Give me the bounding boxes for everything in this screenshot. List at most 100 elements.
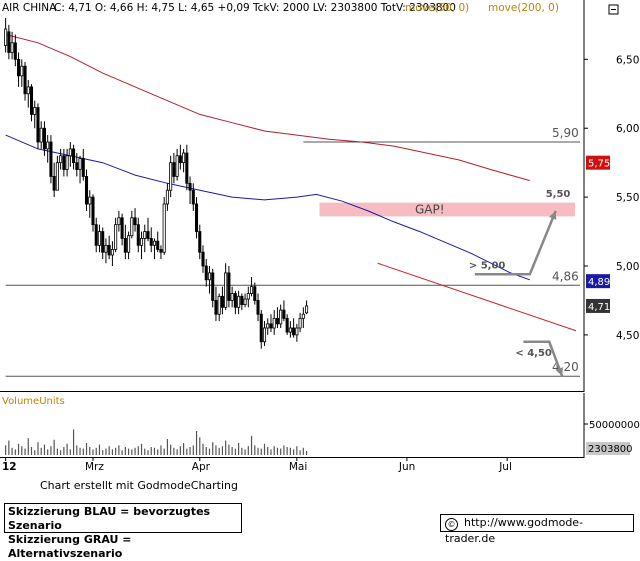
price-badge-label: 5,75: [588, 159, 610, 170]
candle-body: [149, 238, 153, 246]
x-axis-labels: 12 Mrz Apr Mai Jun Jul: [2, 457, 512, 473]
candle-body: [282, 309, 286, 319]
candle-body: [117, 217, 121, 226]
scenario-up-arrow-head: [549, 210, 557, 220]
candle-body: [110, 249, 114, 256]
candle-body: [20, 65, 24, 77]
candle-body: [250, 286, 254, 294]
scenario-arrows: > 5,00 5,50 < 4,50: [469, 189, 571, 377]
candle-body: [246, 293, 250, 300]
source-url-box[interactable]: © http://www.godmode-trader.de: [440, 514, 634, 545]
scenario-down-arrow-head: [555, 367, 564, 377]
y-tick-label: 4,50: [616, 330, 639, 342]
candle-body: [275, 317, 279, 325]
candle-body: [46, 141, 50, 150]
candle-body: [139, 238, 144, 246]
price-badge: [586, 155, 610, 170]
candle-body: [36, 107, 40, 143]
candle-body: [136, 224, 140, 246]
candle-body: [7, 31, 11, 53]
volume-last-label: 2303800: [588, 444, 633, 455]
candle-body: [39, 127, 43, 143]
candle-body: [178, 155, 182, 164]
gap-rect: [319, 202, 575, 217]
price-badge-label: 4,89: [588, 277, 610, 288]
source-url[interactable]: http://www.godmode-trader.de: [445, 516, 584, 545]
candle-body: [204, 265, 208, 281]
candle-body: [191, 189, 195, 205]
candle-body: [217, 295, 221, 315]
candle-body: [233, 293, 237, 308]
copyright-icon: ©: [445, 518, 458, 531]
scenario-up-target-label: 5,50: [546, 189, 571, 200]
candle-body: [253, 286, 257, 301]
candle-body: [49, 141, 53, 177]
candle-body: [17, 58, 21, 77]
resistance-trendline: [377, 262, 577, 332]
ma200-series: [5, 34, 530, 182]
minus-box-icon[interactable]: [608, 4, 619, 15]
candle-body: [33, 107, 37, 115]
volume-last-badge: [586, 442, 630, 455]
candle-body: [259, 313, 263, 343]
candle-body: [152, 240, 157, 246]
candle-body: [94, 224, 98, 246]
candle-body: [104, 244, 108, 253]
candle-body: [185, 152, 189, 184]
candle-body: [114, 224, 118, 250]
price-badge: [586, 298, 610, 313]
ma200-legend: move(200, 0): [488, 2, 559, 14]
candle-body: [26, 86, 30, 95]
candle-body: [59, 155, 63, 164]
candle-body: [162, 203, 166, 253]
candle-body: [237, 295, 241, 308]
candle-body: [4, 28, 8, 46]
candle-body: [201, 251, 205, 267]
candle-body: [279, 309, 283, 325]
candle-body: [29, 86, 34, 115]
candle-body: [175, 155, 179, 177]
candle-body: [301, 313, 305, 319]
candle-body: [75, 162, 79, 170]
candle-body: [288, 327, 292, 333]
scenario-down-near-label: < 4,50: [515, 348, 552, 359]
candle-body: [230, 293, 234, 301]
candle-body: [130, 217, 134, 237]
candle-body: [207, 272, 212, 281]
gap-zone: GAP!: [319, 202, 575, 217]
candle-body: [123, 238, 127, 253]
candle-body: [65, 155, 69, 170]
ma50-legend: move(50, 0): [405, 2, 469, 14]
candle-body: [84, 176, 89, 205]
gap-label: GAP!: [415, 203, 445, 217]
candle-body: [169, 162, 173, 191]
horizontal-levels: 5,904,864,20: [5, 126, 580, 377]
candle-body: [227, 272, 231, 301]
y-tick-label: 5,00: [616, 261, 639, 273]
chart-title: AIR CHINA: [2, 2, 57, 14]
scenario-legend-box: Skizzierung BLAU = bevorzugtes Szenario …: [4, 503, 242, 560]
candle-body: [101, 231, 105, 253]
ma50-series: [5, 134, 530, 281]
candle-body: [42, 127, 46, 150]
candle-body: [72, 148, 76, 164]
candle-body: [146, 231, 150, 239]
volume-panel-title: VolumeUnits: [2, 396, 65, 407]
legend-blue-line: Skizzierung BLAU = bevorzugtes Szenario: [8, 505, 211, 532]
candle-body: [195, 203, 199, 232]
candle-body: [62, 155, 66, 170]
candle-body: [97, 231, 101, 246]
candle-body: [220, 295, 224, 308]
level-label: 4,86: [552, 269, 579, 283]
candle-body: [78, 158, 82, 170]
scenario-down-arrow: [523, 340, 564, 377]
candle-body: [23, 65, 27, 95]
candle-body: [159, 249, 163, 253]
candle-body: [165, 189, 169, 205]
candle-body: [269, 323, 273, 329]
candle-body: [211, 272, 215, 301]
legend-grey-line: Skizzierung GRAU = Alternativszenario: [8, 533, 132, 560]
candle-body: [52, 176, 56, 191]
candle-body: [295, 327, 299, 336]
candle-body: [272, 317, 276, 329]
